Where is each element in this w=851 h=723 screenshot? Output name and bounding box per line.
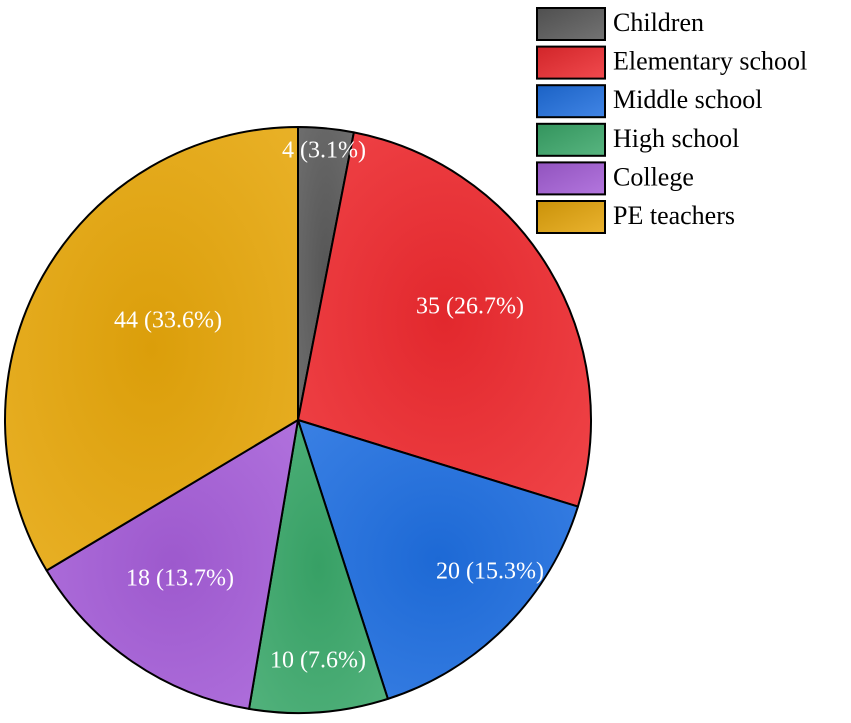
legend-swatch-middle-school — [537, 85, 605, 117]
legend-item-pe-teachers: PE teachers — [537, 201, 735, 233]
data-label-high-school: 10 (7.6%) — [270, 648, 366, 674]
legend-swatch-college — [537, 162, 605, 194]
legend-label-middle-school: Middle school — [613, 85, 763, 114]
legend-label-high-school: High school — [613, 124, 739, 153]
legend-item-college: College — [537, 162, 694, 194]
legend-label-college: College — [613, 162, 694, 191]
legend-item-high-school: High school — [537, 124, 739, 156]
legend-item-children: Children — [537, 8, 704, 40]
data-label-children: 4 (3.1%) — [282, 138, 366, 164]
legend-swatch-pe-teachers — [537, 201, 605, 233]
data-label-pe-teachers: 44 (33.6%) — [114, 308, 222, 334]
legend-swatch-children — [537, 8, 605, 40]
legend-label-pe-teachers: PE teachers — [613, 201, 735, 230]
data-label-elementary-school: 35 (26.7%) — [416, 294, 524, 320]
legend-swatch-elementary-school — [537, 47, 605, 79]
legend: Children Elementary school Middle school Hi… — [537, 8, 807, 233]
legend-label-elementary-school: Elementary school — [613, 47, 807, 76]
data-label-middle-school: 20 (15.3%) — [436, 559, 544, 585]
legend-swatch-high-school — [537, 124, 605, 156]
data-label-college: 18 (13.7%) — [126, 566, 234, 592]
pie-slices — [5, 127, 591, 713]
legend-item-middle-school: Middle school — [537, 85, 763, 117]
legend-item-elementary-school: Elementary school — [537, 47, 807, 79]
legend-label-children: Children — [613, 8, 704, 37]
